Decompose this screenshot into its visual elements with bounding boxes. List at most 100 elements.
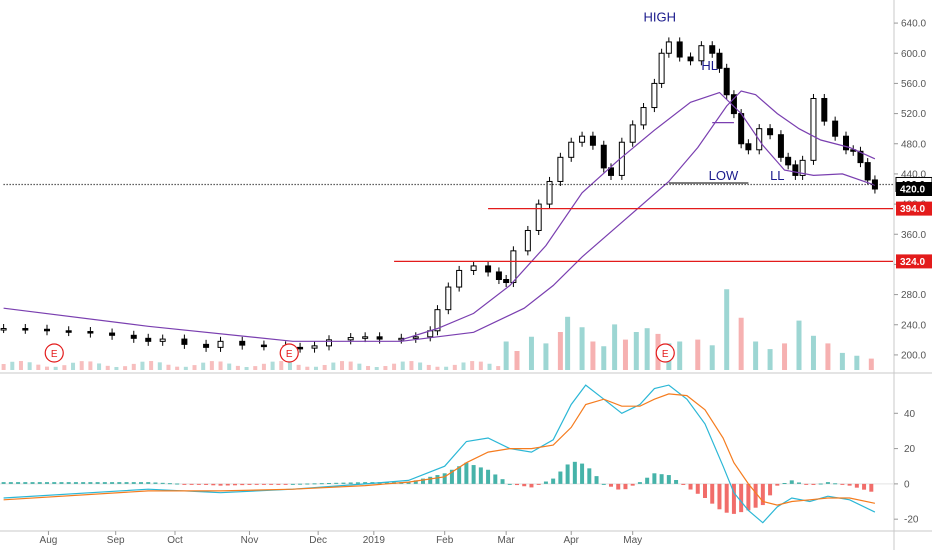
volume-bar xyxy=(753,341,759,370)
volume-bar xyxy=(253,366,258,370)
price-tag-box xyxy=(896,182,932,196)
price-pane xyxy=(0,37,878,353)
macd-histogram-bar xyxy=(558,471,563,484)
macd-histogram-bar xyxy=(616,483,621,490)
volume-bar xyxy=(88,361,93,370)
price-tick-label: 560.0 xyxy=(901,79,926,90)
price-tag-label: 394.0 xyxy=(900,204,925,215)
moving-average-long xyxy=(3,90,876,342)
chart-annotation: HL xyxy=(701,58,718,73)
candle-body xyxy=(203,343,210,348)
macd-histogram-bar xyxy=(175,483,180,485)
volume-bar xyxy=(601,346,607,370)
volume-bar xyxy=(709,345,715,370)
volume-bar xyxy=(149,361,154,370)
macd-histogram-bar xyxy=(724,483,729,513)
volume-bar xyxy=(400,361,405,370)
macd-histogram-bar xyxy=(428,476,433,484)
price-tick-label: 600.0 xyxy=(901,49,926,60)
macd-pane xyxy=(0,384,893,524)
macd-histogram-bar xyxy=(37,482,42,484)
volume-bar xyxy=(796,320,802,370)
macd-histogram-bar xyxy=(782,483,787,484)
candle-body xyxy=(445,286,452,311)
candle-body xyxy=(362,336,369,339)
candle-body xyxy=(687,56,694,62)
macd-histogram-bar xyxy=(23,482,28,484)
candle-body xyxy=(785,156,792,166)
candle-body xyxy=(145,337,152,342)
volume-pane xyxy=(1,289,874,370)
macd-histogram-bar xyxy=(536,483,541,485)
macd-histogram-bar xyxy=(825,482,830,484)
volume-bar xyxy=(183,366,188,370)
volume-bar xyxy=(543,343,549,370)
macd-histogram-bar xyxy=(16,482,21,484)
macd-histogram-bar xyxy=(319,483,324,485)
macd-histogram-bar xyxy=(233,483,237,486)
macd-histogram-bar xyxy=(355,482,360,484)
volume-bar xyxy=(633,332,639,370)
time-tick-label: Mar xyxy=(498,535,516,546)
time-tick-label: Apr xyxy=(563,535,579,546)
candle-body xyxy=(239,340,246,346)
candle-body xyxy=(510,250,517,284)
volume-bar xyxy=(261,363,266,370)
annotations: HIGH HL LOW LL E E E xyxy=(44,10,785,363)
macd-histogram-bar xyxy=(341,482,346,484)
volume-bar xyxy=(426,364,431,370)
macd-histogram-bar xyxy=(739,483,744,513)
volume-bar xyxy=(695,339,701,370)
price-tag-label: 420.0 xyxy=(900,185,925,196)
macd-histogram-bar xyxy=(630,483,635,486)
macd-histogram-bar xyxy=(493,474,498,484)
candle-body xyxy=(864,162,871,181)
volume-bar xyxy=(514,351,520,370)
volume-bar xyxy=(409,361,414,370)
volume-bar xyxy=(201,362,206,370)
macd-histogram-bar xyxy=(507,483,512,485)
earnings-marker-label: E xyxy=(662,349,669,360)
candle-body xyxy=(434,309,441,332)
candle-body xyxy=(535,203,542,231)
volume-bar xyxy=(528,336,534,370)
candle-body xyxy=(608,167,614,176)
macd-histogram-bar xyxy=(1,482,6,484)
volume-bar xyxy=(565,316,571,370)
candle-body xyxy=(347,337,354,341)
macd-histogram-bar xyxy=(167,483,172,485)
candle-body xyxy=(665,41,672,54)
chart-annotation: HIGH xyxy=(644,10,677,25)
volume-bar xyxy=(175,366,180,370)
macd-histogram-bar xyxy=(124,482,129,484)
macd-histogram-bar xyxy=(240,483,245,486)
macd-histogram-bar xyxy=(652,473,657,484)
volume-bar xyxy=(348,361,353,370)
candle-body xyxy=(709,45,716,54)
macd-histogram-bar xyxy=(363,482,368,484)
volume-bar xyxy=(166,364,171,370)
price-tick-label: 640.0 xyxy=(901,19,926,30)
volume-bar xyxy=(470,361,475,370)
time-tick-label: Feb xyxy=(436,535,454,546)
volume-bar xyxy=(305,366,310,370)
macd-histogram-bar xyxy=(117,482,122,484)
volume-bar xyxy=(227,363,232,370)
macd-histogram-bar xyxy=(225,483,230,486)
candle-body xyxy=(629,124,636,143)
price-tick-label: 200.0 xyxy=(901,350,926,361)
volume-bar xyxy=(868,358,874,370)
chart-annotation: LL xyxy=(770,168,784,183)
macd-histogram-bar xyxy=(746,483,751,511)
macd-histogram-bar xyxy=(435,475,440,484)
macd-histogram-bar xyxy=(833,483,838,485)
volume-bar xyxy=(157,362,162,370)
macd-histogram-bar xyxy=(572,461,577,484)
candle-body xyxy=(557,156,564,182)
volume-bar xyxy=(114,366,119,370)
macd-histogram-bar xyxy=(73,482,78,484)
price-tick-label: 480.0 xyxy=(901,139,926,150)
volume-bar xyxy=(839,352,845,370)
volume-bar xyxy=(418,362,423,370)
